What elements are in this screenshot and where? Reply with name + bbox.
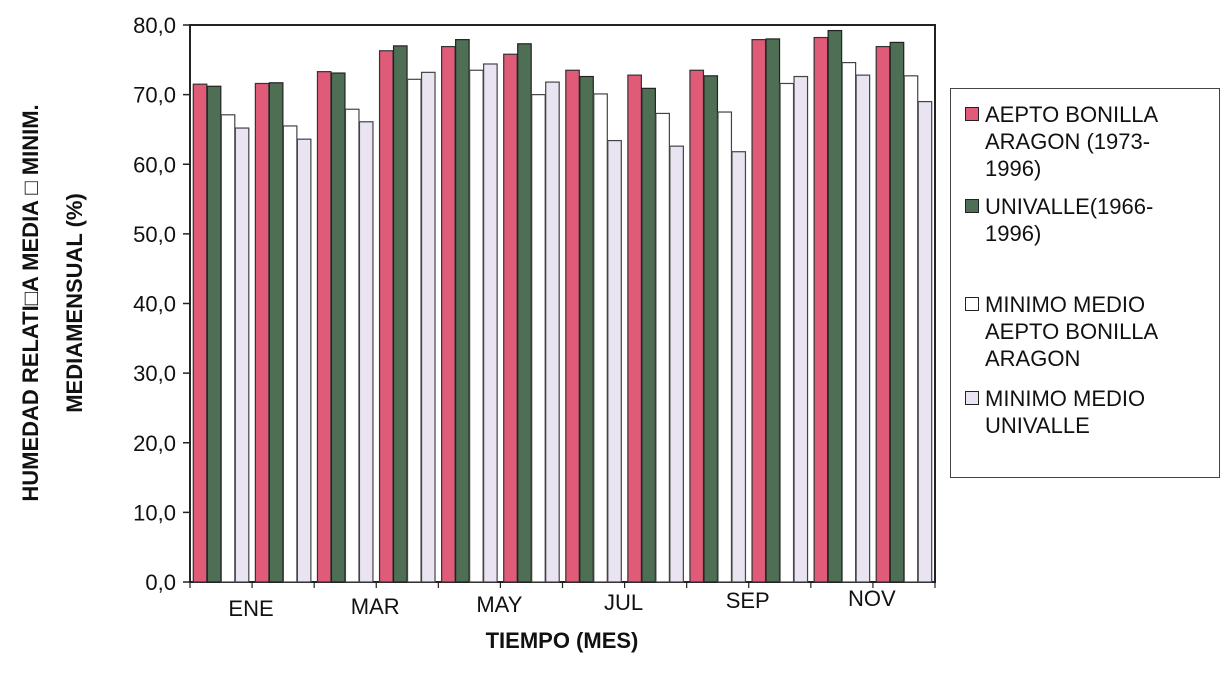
bar-3-ago — [655, 112, 670, 583]
bar-2-dic — [889, 41, 905, 583]
bar-4-dic — [917, 100, 933, 583]
legend-swatch-min-univalle — [965, 391, 979, 405]
legend-item-aepto: AEPTO BONILLA ARAGON (1973-1996) — [965, 101, 1205, 182]
legend-swatch-min-aepto — [965, 297, 979, 311]
bar-1-oct — [751, 39, 767, 583]
legend-label-min-aepto: MINIMO MEDIO AEPTO BONILLA ARAGON — [985, 292, 1158, 371]
legend-label-univalle: UNIVALLE(1966-1996) — [985, 194, 1154, 246]
bar-4-ago — [669, 145, 684, 583]
bar-3-feb — [282, 125, 298, 583]
bar-3-dic — [903, 75, 919, 583]
bar-3-sep — [717, 111, 733, 583]
bar-4-nov — [855, 74, 871, 583]
bar-1-ago — [627, 74, 642, 583]
y-tick-label: 70,0 — [133, 83, 176, 108]
bar-3-may — [469, 69, 484, 583]
bar-1-jun — [503, 53, 518, 583]
y-tick-label: 50,0 — [133, 222, 176, 247]
bar-1-nov — [813, 36, 829, 583]
y-axis-title-line-1: HUMEDAD RELATI□A MEDIA □ MINIM. — [18, 104, 43, 501]
bar-1-feb — [254, 82, 270, 583]
y-tick-label: 40,0 — [133, 292, 176, 317]
y-tick-label: 20,0 — [133, 431, 176, 456]
bar-3-ene — [220, 114, 236, 583]
bar-3-jul — [593, 93, 608, 583]
legend-item-univalle: UNIVALLE(1966-1996) — [965, 193, 1205, 247]
bar-2-oct — [765, 38, 781, 583]
y-tick-label: 30,0 — [133, 361, 176, 386]
bar-1-sep — [689, 69, 705, 583]
bar-4-oct — [793, 75, 809, 583]
legend-label-aepto: AEPTO BONILLA ARAGON (1973-1996) — [985, 102, 1158, 181]
x-tick-label: MAR — [351, 594, 400, 619]
bar-3-oct — [779, 82, 795, 583]
bar-1-ene — [192, 83, 208, 583]
x-tick-label: MAY — [476, 592, 522, 617]
legend-item-min-univalle: MINIMO MEDIO UNIVALLE — [965, 385, 1205, 439]
bar-2-feb — [268, 82, 284, 583]
y-tick-label: 10,0 — [133, 500, 176, 525]
legend-swatch-univalle — [965, 199, 979, 213]
bar-1-mar — [316, 71, 332, 583]
bar-2-mar — [330, 72, 346, 583]
bar-2-jun — [517, 43, 532, 583]
bar-4-jun — [545, 81, 560, 583]
bar-4-abr — [420, 71, 436, 583]
bar-4-feb — [296, 138, 312, 583]
bar-3-nov — [841, 61, 857, 583]
x-tick-label: JUL — [604, 590, 643, 615]
y-tick-label: 0,0 — [145, 570, 176, 595]
bar-2-nov — [827, 29, 843, 583]
bar-2-sep — [703, 75, 719, 583]
bar-4-may — [483, 63, 498, 583]
chart-legend: AEPTO BONILLA ARAGON (1973-1996) UNIVALL… — [950, 88, 1220, 478]
bar-2-may — [455, 39, 470, 583]
bar-1-dic — [875, 45, 891, 583]
y-tick-label: 80,0 — [133, 13, 176, 38]
x-tick-label: ENE — [228, 596, 273, 621]
y-axis-title-line-2: MEDIAMENSUAL (%) — [62, 193, 87, 413]
bar-4-mar — [358, 121, 374, 583]
bar-2-ene — [206, 85, 222, 583]
x-tick-label: SEP — [726, 588, 770, 613]
bar-3-jun — [531, 94, 546, 583]
bar-1-jul — [565, 69, 580, 583]
bar-2-jul — [579, 75, 594, 583]
bar-3-abr — [406, 78, 422, 583]
bar-1-may — [441, 45, 456, 583]
bar-4-jul — [607, 139, 622, 583]
bar-2-abr — [392, 45, 408, 583]
x-tick-label: NOV — [848, 586, 896, 611]
bar-4-sep — [731, 151, 747, 583]
bar-2-ago — [641, 87, 656, 583]
legend-label-min-univalle: MINIMO MEDIO UNIVALLE — [985, 386, 1146, 438]
y-tick-label: 60,0 — [133, 152, 176, 177]
bar-3-mar — [344, 108, 360, 583]
legend-item-min-aepto: MINIMO MEDIO AEPTO BONILLA ARAGON — [965, 291, 1205, 372]
bar-1-abr — [378, 50, 394, 583]
x-axis-title: TIEMPO (MES) — [486, 628, 639, 653]
legend-swatch-aepto — [965, 107, 979, 121]
bar-4-ene — [234, 127, 250, 583]
